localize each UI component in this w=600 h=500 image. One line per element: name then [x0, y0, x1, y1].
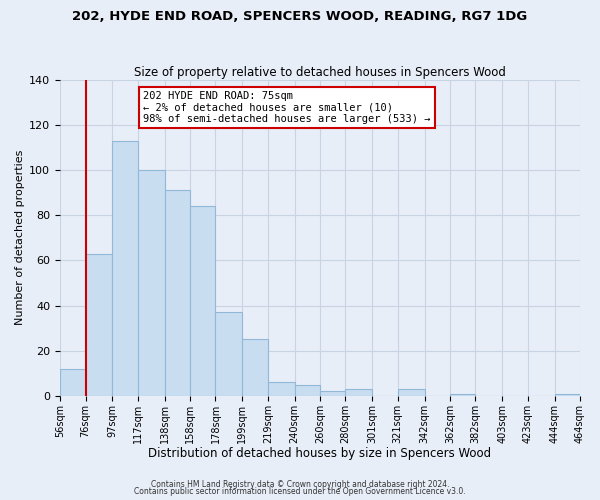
- Bar: [138, 170, 164, 396]
- Text: Contains HM Land Registry data © Crown copyright and database right 2024.: Contains HM Land Registry data © Crown c…: [151, 480, 449, 489]
- Bar: [215, 312, 242, 396]
- Bar: [320, 392, 346, 396]
- Bar: [164, 190, 190, 396]
- Y-axis label: Number of detached properties: Number of detached properties: [15, 150, 25, 326]
- Bar: [295, 384, 320, 396]
- Text: Contains public sector information licensed under the Open Government Licence v3: Contains public sector information licen…: [134, 487, 466, 496]
- Bar: [554, 394, 580, 396]
- Bar: [346, 389, 372, 396]
- Title: Size of property relative to detached houses in Spencers Wood: Size of property relative to detached ho…: [134, 66, 506, 78]
- Text: 202, HYDE END ROAD, SPENCERS WOOD, READING, RG7 1DG: 202, HYDE END ROAD, SPENCERS WOOD, READI…: [73, 10, 527, 23]
- Bar: [398, 389, 425, 396]
- Bar: [112, 140, 138, 396]
- Bar: [242, 340, 268, 396]
- Bar: [190, 206, 215, 396]
- Bar: [450, 394, 475, 396]
- Text: 202 HYDE END ROAD: 75sqm
← 2% of detached houses are smaller (10)
98% of semi-de: 202 HYDE END ROAD: 75sqm ← 2% of detache…: [143, 90, 431, 124]
- Bar: [268, 382, 295, 396]
- Bar: [60, 369, 86, 396]
- X-axis label: Distribution of detached houses by size in Spencers Wood: Distribution of detached houses by size …: [148, 447, 491, 460]
- Bar: [86, 254, 112, 396]
